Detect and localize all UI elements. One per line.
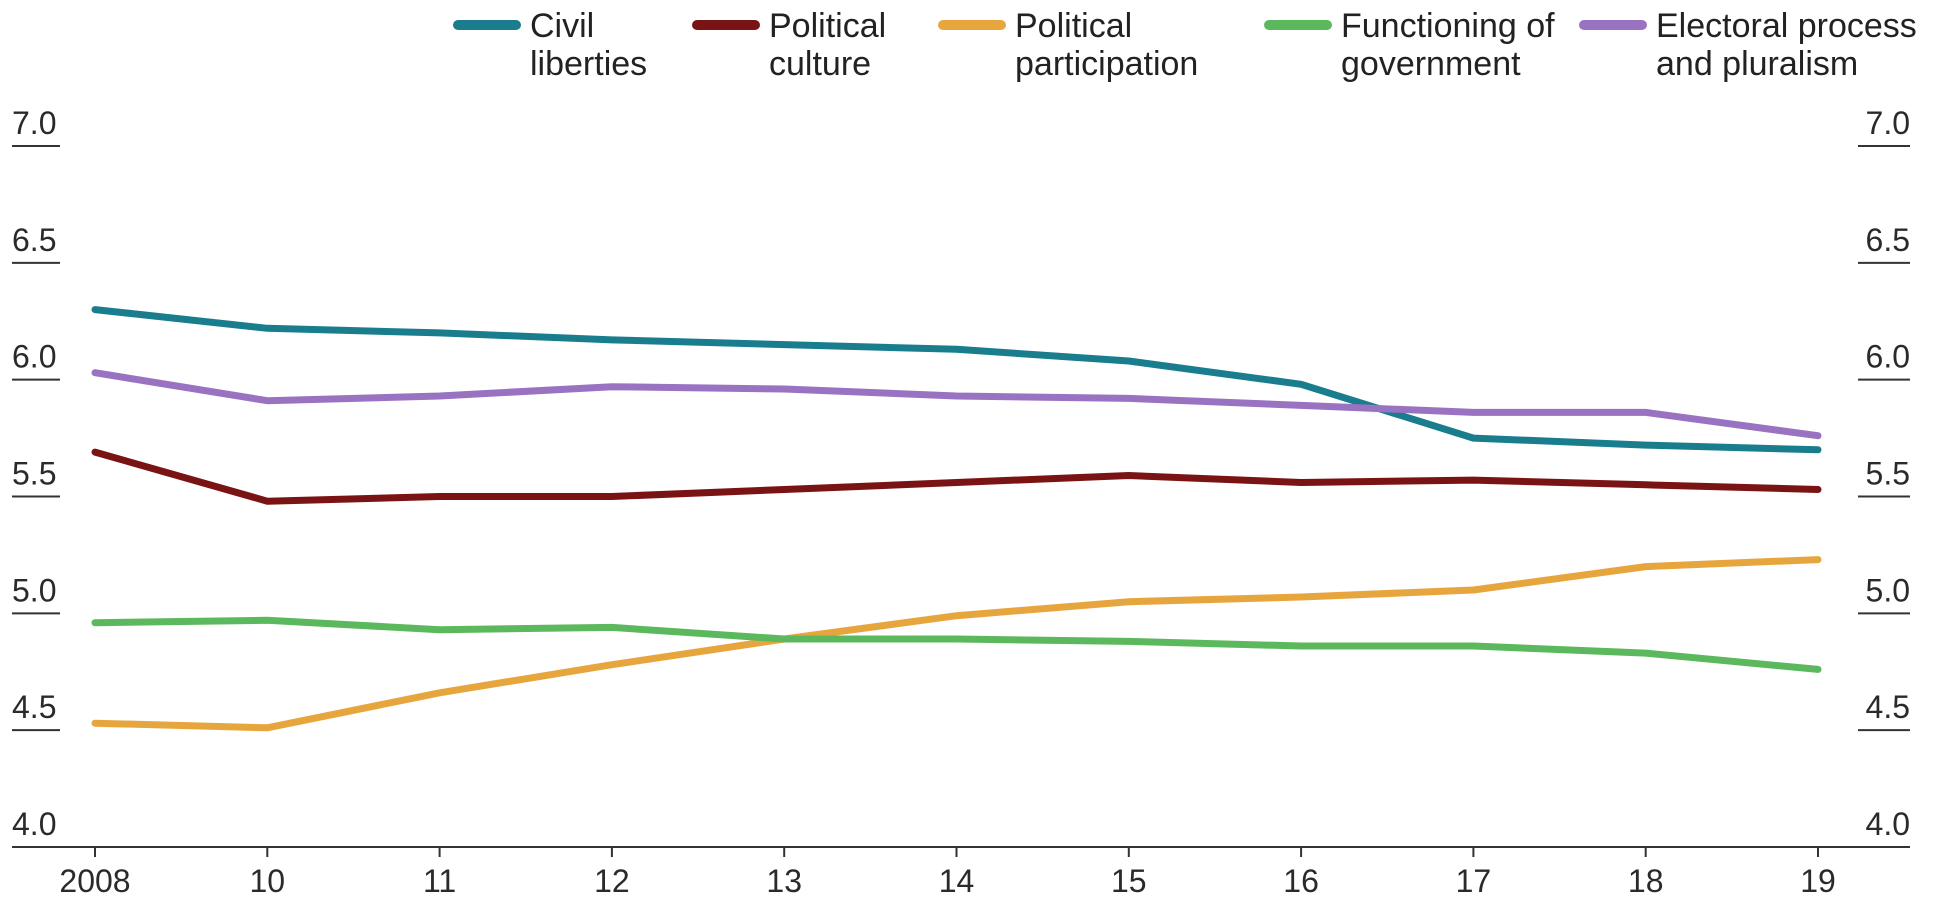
- y-tick-label-right: 4.5: [1866, 689, 1910, 725]
- legend-label: government: [1341, 45, 1521, 83]
- y-tick-label-left: 4.5: [12, 689, 56, 725]
- y-tick-label-left: 6.5: [12, 222, 56, 258]
- y-tick-label-left: 4.0: [12, 806, 56, 842]
- series-lines: [91, 306, 1822, 732]
- x-tick-label: 13: [766, 863, 802, 899]
- y-tick-label-right: 5.0: [1866, 572, 1910, 608]
- x-tick-label: 17: [1456, 863, 1492, 899]
- x-tick-label: 12: [594, 863, 630, 899]
- legend-label: culture: [769, 45, 871, 83]
- x-tick-label: 18: [1628, 863, 1664, 899]
- y-tick-label-right: 5.5: [1866, 456, 1910, 492]
- y-tick-label-right: 4.0: [1866, 806, 1910, 842]
- y-tick-label-left: 5.0: [12, 572, 56, 608]
- y-axis-left: 4.0 4.5 5.0 5.5 6.0 6.5 7.0: [12, 105, 60, 848]
- series-line-4: [91, 616, 1822, 673]
- y-tick-label-left: 6.0: [12, 339, 56, 375]
- x-tick-label: 15: [1111, 863, 1147, 899]
- legend-label: participation: [1015, 45, 1198, 83]
- legend-label: and pluralism: [1656, 45, 1858, 83]
- legend-label: Functioning of: [1341, 7, 1555, 45]
- x-tick-label: 19: [1800, 863, 1836, 899]
- series-line-3: [91, 556, 1822, 732]
- y-tick-label-right: 6.0: [1866, 339, 1910, 375]
- y-axis-right: 4.0 4.5 5.0 5.5 6.0 6.5 7.0: [1858, 105, 1910, 848]
- y-tick-label-left: 5.5: [12, 456, 56, 492]
- x-axis: 2008 10 11 12 13 14 15 16 17 18 19: [12, 846, 1910, 899]
- legend-label: Political: [769, 7, 886, 45]
- x-tick-label: 11: [423, 863, 456, 899]
- legend-label: liberties: [530, 45, 647, 83]
- series-line-1: [91, 306, 1822, 454]
- legend: CivillibertiesPoliticalculturePoliticalp…: [453, 7, 1917, 83]
- x-tick-label: 10: [250, 863, 286, 899]
- x-tick-label: 2008: [59, 863, 130, 899]
- y-tick-label-left: 7.0: [12, 105, 56, 141]
- legend-label: Electoral process: [1656, 7, 1917, 45]
- x-tick-label: 14: [939, 863, 975, 899]
- legend-label: Political: [1015, 7, 1132, 45]
- series-line-5: [91, 369, 1822, 440]
- x-tick-label: 16: [1283, 863, 1319, 899]
- legend-label: Civil: [530, 7, 594, 45]
- y-tick-label-right: 7.0: [1866, 105, 1910, 141]
- y-tick-label-right: 6.5: [1866, 222, 1910, 258]
- series-line-2: [91, 448, 1822, 505]
